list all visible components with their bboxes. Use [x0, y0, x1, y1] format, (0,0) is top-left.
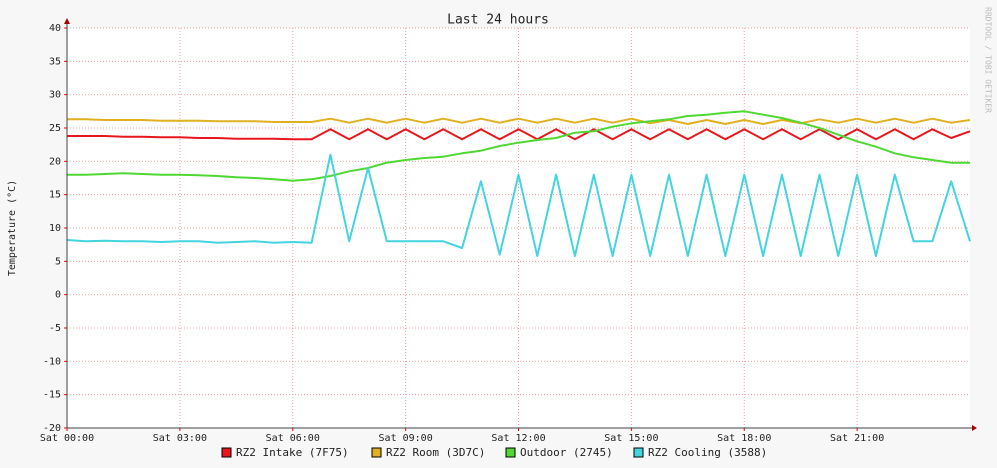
series-line	[67, 110, 970, 182]
y-arrow	[64, 18, 70, 24]
x-tick-label: Sat 09:00	[379, 433, 433, 444]
y-tick-label: 10	[49, 223, 61, 234]
legend-label: RZ2 Intake (7F75)	[236, 446, 349, 459]
y-tick-label: -20	[43, 423, 61, 434]
legend-swatch	[505, 447, 516, 458]
y-tick-label: 25	[49, 123, 61, 134]
x-tick-label: Sat 00:00	[40, 433, 94, 444]
x-tick-label: Sat 12:00	[491, 433, 545, 444]
x-tick-label: Sat 06:00	[266, 433, 320, 444]
x-arrow	[972, 425, 977, 431]
watermark: RRDTOOL / TOBI OETIKER	[984, 7, 993, 113]
legend-label: Outdoor (2745)	[520, 446, 613, 459]
lines	[66, 110, 971, 257]
y-tick-label: -5	[49, 323, 61, 334]
y-axis-label: Temperature (°C)	[7, 180, 18, 276]
legend: RZ2 Intake (7F75) RZ2 Room (3D7C) Outdoor …	[221, 446, 767, 459]
legend-swatch	[221, 447, 232, 458]
legend-label: RZ2 Cooling (3588)	[648, 446, 767, 459]
y-tick-label: 0	[55, 290, 61, 301]
y-tick-label: 35	[49, 56, 61, 67]
series-line	[66, 153, 971, 257]
x-tick-label: Sat 15:00	[604, 433, 658, 444]
y-tick-label: 20	[49, 156, 61, 167]
x-tick-label: Sat 21:00	[830, 433, 884, 444]
x-tick-label: Sat 18:00	[717, 433, 771, 444]
y-tick-label: 15	[49, 190, 61, 201]
y-tick-label: -15	[43, 390, 61, 401]
y-tick-label: 40	[49, 23, 61, 34]
y-tick-label: 5	[55, 256, 61, 267]
legend-swatch	[371, 447, 382, 458]
series-line	[67, 128, 971, 141]
legend-swatch	[633, 447, 644, 458]
y-tick-label: -10	[43, 356, 61, 367]
x-tick-label: Sat 03:00	[153, 433, 207, 444]
series-line	[67, 117, 971, 125]
chart-title: Last 24 hours	[447, 13, 549, 28]
y-tick-label: 30	[49, 90, 61, 101]
legend-label: RZ2 Room (3D7C)	[386, 446, 485, 459]
